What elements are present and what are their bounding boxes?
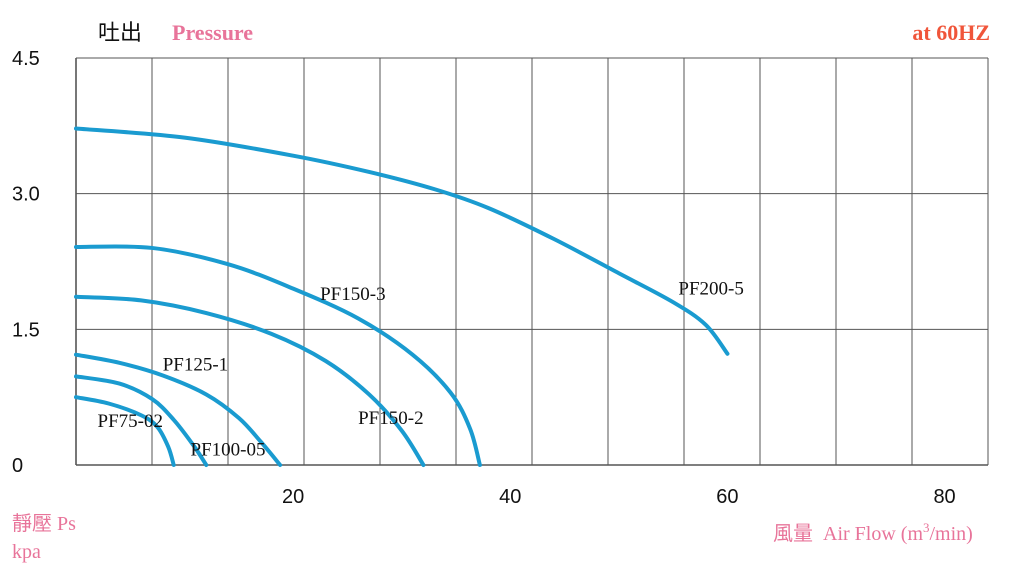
grid: [75, 57, 989, 466]
curve-pf150-2: [74, 294, 426, 467]
y-axis-unit: kpa: [12, 541, 41, 563]
series-label-pf125-1: PF125-1: [163, 355, 228, 376]
x-axis-label-en: Air Flow (m: [823, 523, 923, 545]
y-tick-label: 4.5: [12, 48, 40, 70]
x-axis-label-sup: 3: [923, 520, 930, 535]
title-pressure: Pressure: [172, 20, 253, 45]
x-tick-label: 80: [933, 486, 955, 508]
y-tick-label: 1.5: [12, 319, 40, 341]
x-axis-label: 風量 Air Flow (m3/min): [773, 520, 973, 545]
frequency-label: at 60HZ: [912, 20, 990, 45]
ticks: 0 1.5 3.0 4.5 20 40 60 80: [12, 48, 956, 508]
y-axis-label: 靜壓 Ps: [12, 512, 76, 535]
x-axis-label-cn: 風量: [773, 523, 813, 545]
curve-pf150-3: [74, 244, 482, 467]
series-label-pf200-5: PF200-5: [678, 279, 743, 300]
series-label-pf75-02: PF75-02: [98, 411, 163, 432]
curve-pf200-5: [74, 126, 730, 356]
x-axis-label-end: /min): [930, 523, 973, 545]
x-tick-label: 20: [282, 486, 304, 508]
x-tick-label: 40: [499, 486, 521, 508]
curve-pf125-1: [74, 352, 283, 467]
title-chinese: 吐出: [98, 21, 142, 46]
curves: [74, 126, 730, 467]
y-tick-label: 3.0: [12, 184, 40, 206]
y-tick-label: 0: [12, 455, 23, 477]
series-labels: PF75-02 PF100-05 PF125-1 PF150-2 PF150-3 PF20…: [98, 279, 744, 461]
series-label-pf150-2: PF150-2: [358, 408, 423, 429]
curve-pf100-05: [74, 374, 209, 467]
curve-pf75-02: [74, 395, 176, 467]
x-tick-label: 60: [716, 486, 738, 508]
series-label-pf150-3: PF150-3: [320, 284, 385, 305]
series-label-pf100-05: PF100-05: [191, 440, 266, 461]
